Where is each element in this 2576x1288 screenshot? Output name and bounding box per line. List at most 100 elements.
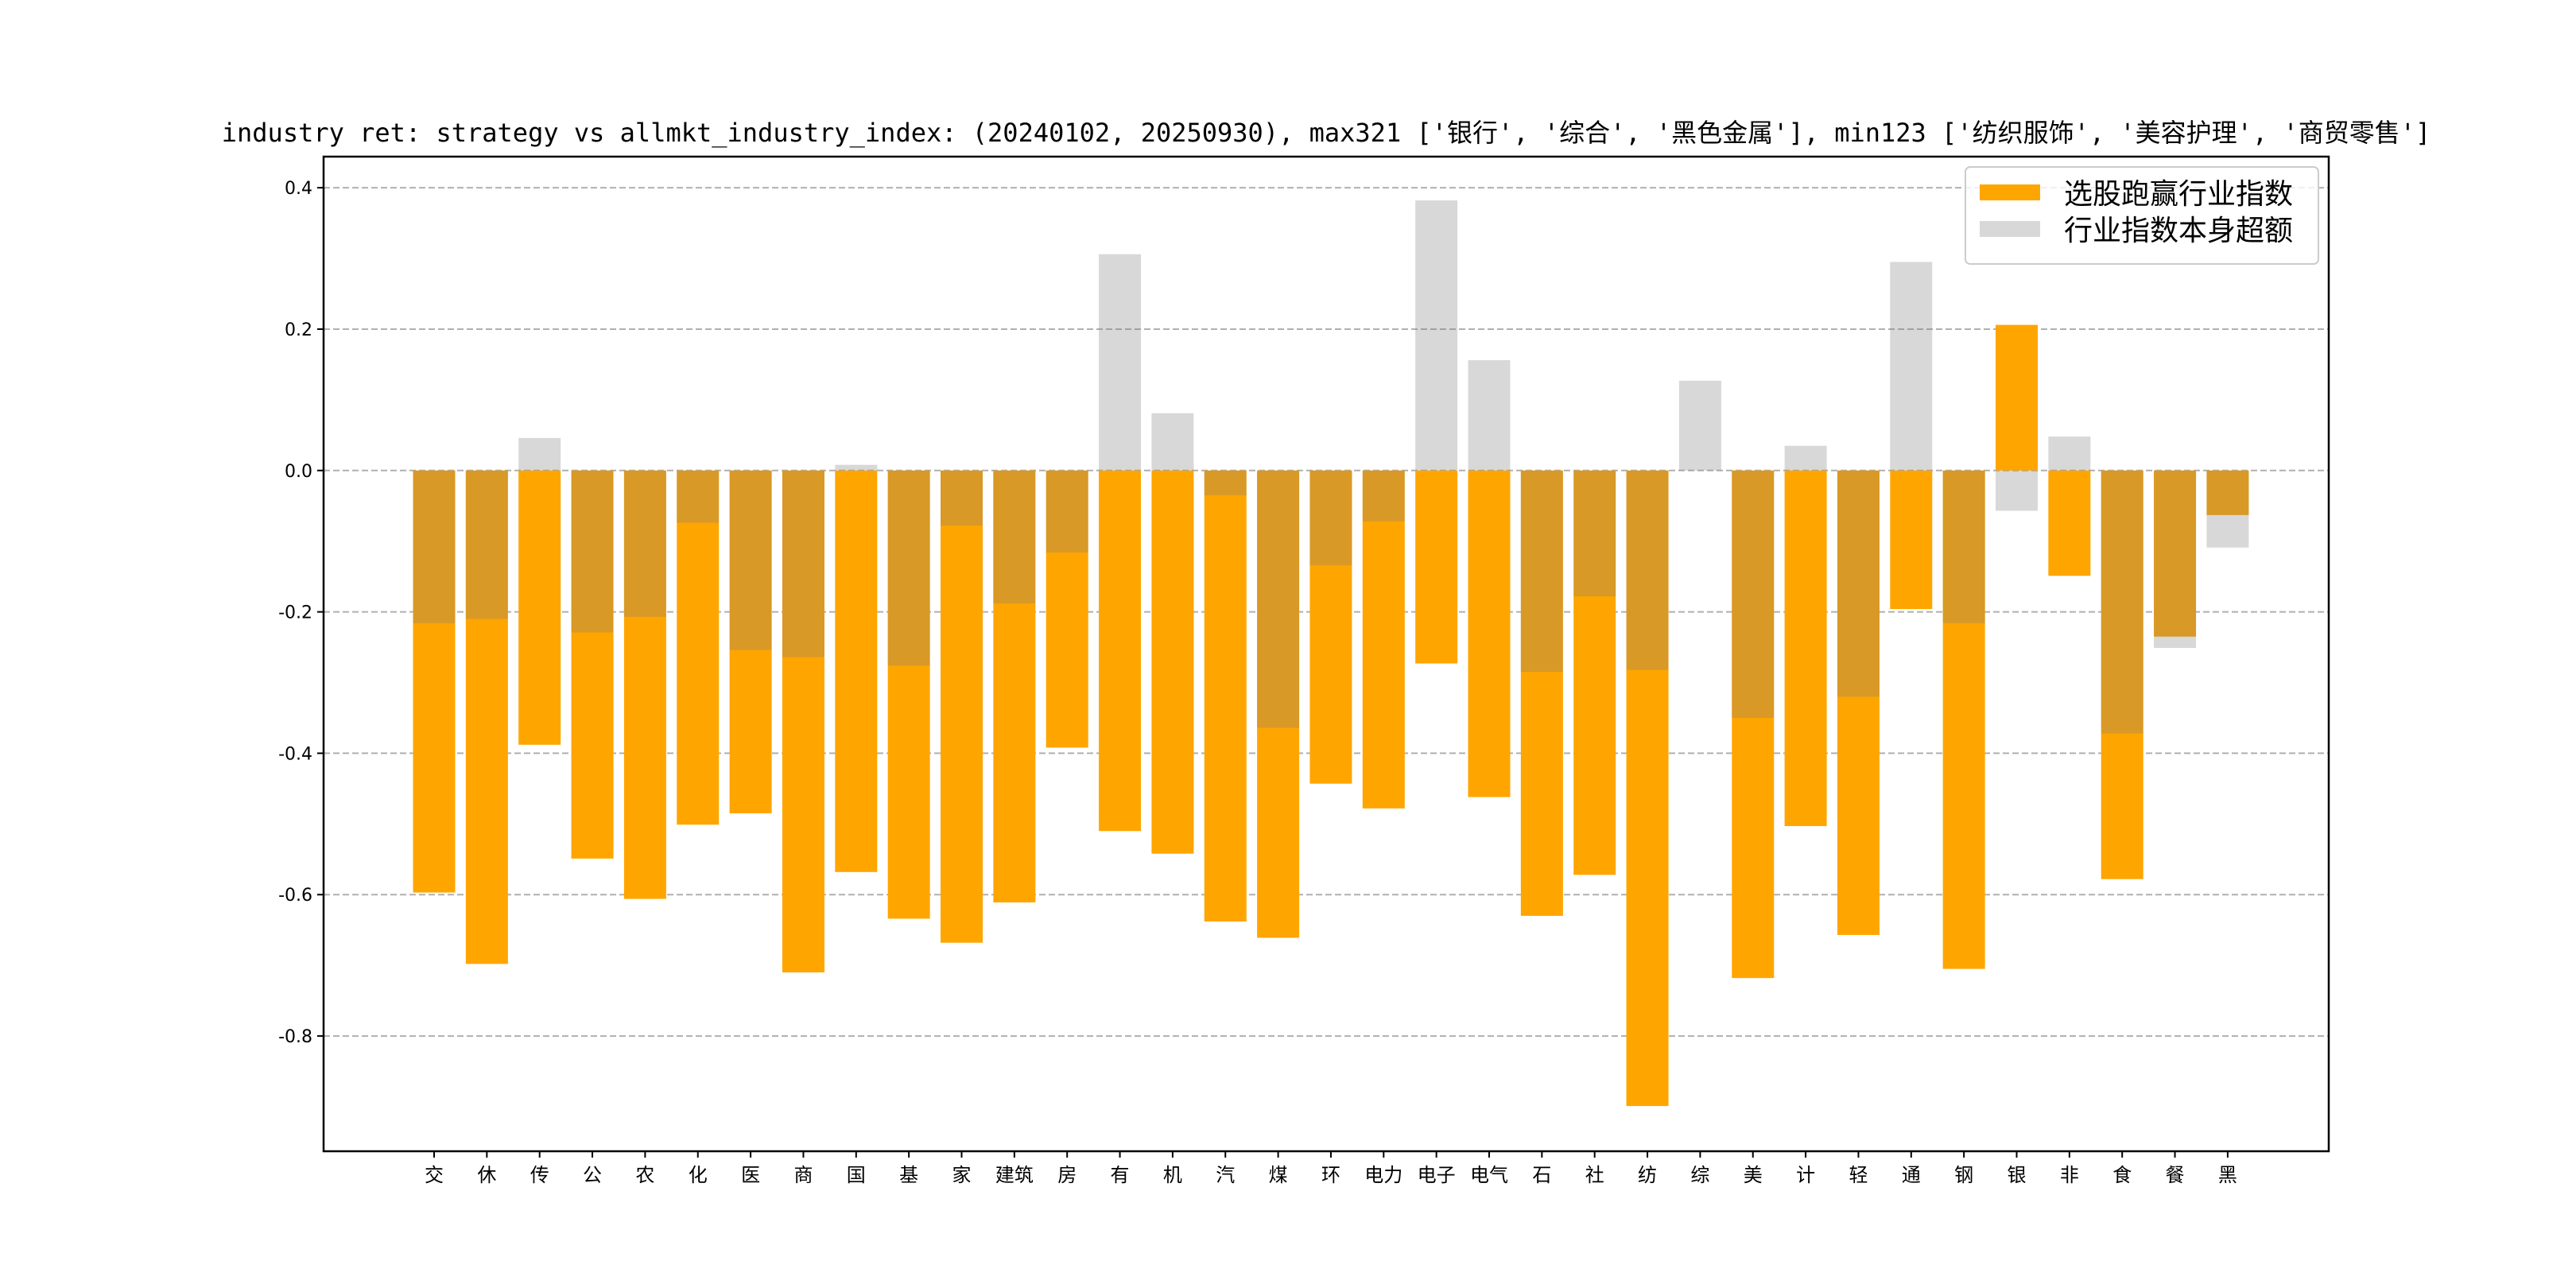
bar-industry-excess-21 — [1520, 470, 1563, 673]
legend: 选股跑赢行业指数 行业指数本身超额 — [1965, 166, 2319, 265]
chart-title: industry ret: strategy vs allmkt_industr… — [222, 118, 2431, 148]
legend-swatch-stock-selection — [1980, 184, 2040, 200]
bar-stock-selection-1 — [465, 470, 508, 964]
bar-stock-selection-10 — [941, 470, 983, 943]
bar-industry-excess-28 — [1890, 262, 1933, 471]
bar-stock-selection-33 — [2154, 470, 2197, 637]
bar-stock-selection-23 — [1626, 470, 1669, 1107]
bar-industry-excess-1 — [465, 470, 508, 619]
x-tick-label: 汽 — [1216, 1164, 1235, 1186]
x-tick-label: 有 — [1111, 1164, 1130, 1186]
bar-industry-excess-12 — [1046, 470, 1088, 553]
bar-industry-excess-9 — [887, 470, 930, 666]
bar-industry-excess-33 — [2154, 470, 2197, 648]
x-tick-label: 交 — [425, 1164, 444, 1186]
legend-label-stock-selection: 选股跑赢行业指数 — [2064, 178, 2293, 211]
bar-industry-excess-3 — [571, 470, 614, 633]
bar-stock-selection-29 — [1942, 470, 1985, 969]
bar-stock-selection-31 — [2048, 470, 2091, 576]
x-tick-label: 电子 — [1418, 1164, 1456, 1186]
bar-stock-selection-3 — [571, 470, 614, 859]
x-tick-label: 房 — [1057, 1164, 1077, 1186]
bar-stock-selection-12 — [1046, 470, 1088, 748]
bar-industry-excess-14 — [1151, 413, 1194, 471]
x-tick-label: 钢 — [1954, 1164, 1973, 1186]
x-tick-label: 黑 — [2218, 1164, 2237, 1186]
bar-stock-selection-13 — [1099, 470, 1142, 832]
x-tick-label: 食 — [2112, 1164, 2132, 1186]
x-tick-label: 电气 — [1470, 1164, 1508, 1186]
x-tick-label: 机 — [1163, 1164, 1182, 1186]
bar-industry-excess-26 — [1784, 445, 1827, 471]
legend-swatch-industry-excess — [1980, 221, 2040, 237]
bar-industry-excess-19 — [1415, 200, 1458, 471]
bar-stock-selection-2 — [518, 470, 561, 745]
x-tick-label: 煤 — [1269, 1164, 1288, 1186]
x-tick-label: 农 — [635, 1164, 654, 1186]
bar-stock-selection-4 — [623, 470, 666, 899]
x-tick-label: 轻 — [1849, 1164, 1868, 1186]
x-tick-label: 建筑 — [995, 1164, 1034, 1186]
bar-industry-excess-34 — [2206, 470, 2249, 548]
x-tick-label: 纺 — [1638, 1164, 1657, 1186]
y-tick-label: 0.2 — [285, 320, 312, 340]
x-tick-label: 医 — [741, 1164, 760, 1186]
bar-industry-excess-0 — [413, 470, 456, 623]
x-tick-label: 银 — [2008, 1164, 2027, 1186]
x-tick-label: 商 — [793, 1164, 813, 1186]
bar-stock-selection-15 — [1204, 470, 1247, 922]
bar-stock-selection-18 — [1362, 470, 1405, 809]
x-tick-label: 化 — [689, 1164, 708, 1186]
bar-stock-selection-16 — [1257, 470, 1300, 938]
y-tick-label: 0.0 — [285, 462, 312, 482]
y-tick-label: -0.6 — [278, 886, 312, 906]
bar-stock-selection-5 — [677, 470, 720, 825]
y-tick-label: 0.4 — [285, 179, 312, 199]
bar-industry-excess-13 — [1099, 254, 1142, 471]
bar-industry-excess-4 — [623, 470, 666, 617]
x-tick-label: 公 — [583, 1164, 602, 1186]
bar-stock-selection-19 — [1415, 470, 1458, 664]
x-tick-label: 休 — [477, 1164, 496, 1186]
bar-stock-selection-26 — [1784, 470, 1827, 827]
bar-industry-excess-30 — [1996, 470, 2038, 511]
x-tick-label: 社 — [1585, 1164, 1604, 1186]
bar-industry-excess-7 — [782, 470, 824, 658]
bar-industry-excess-29 — [1942, 470, 1985, 623]
x-axis: 交 休 传 公 农 化 医 商 国 基 家 建筑 房 有 机 汽 煤 环 电力 电子 电气 石 社 纺 综 美 计 轻 通 钢 银 非 食 餐 黑 — [425, 1151, 2237, 1186]
bar-stock-selection-14 — [1151, 470, 1194, 854]
bar-stock-selection-6 — [729, 470, 772, 813]
y-tick-label: -0.2 — [278, 603, 312, 623]
x-tick-label: 电力 — [1364, 1164, 1402, 1186]
x-tick-label: 计 — [1796, 1164, 1815, 1186]
bar-industry-excess-15 — [1204, 470, 1247, 495]
bar-industry-excess-24 — [1678, 380, 1721, 471]
x-tick-label: 餐 — [2166, 1164, 2185, 1186]
bar-industry-excess-2 — [518, 437, 561, 471]
x-tick-label: 非 — [2060, 1164, 2079, 1186]
legend-label-industry-excess: 行业指数本身超额 — [2064, 215, 2293, 247]
x-tick-label: 国 — [847, 1164, 866, 1186]
bar-industry-excess-17 — [1309, 470, 1352, 565]
bar-stock-selection-30 — [1996, 324, 2038, 471]
plot-frame — [322, 155, 2330, 1153]
bar-stock-selection-17 — [1309, 470, 1352, 784]
bar-stock-selection-0 — [413, 470, 456, 893]
bar-stock-selection-34 — [2206, 470, 2249, 515]
bar-industry-excess-5 — [677, 470, 720, 523]
bar-stock-selection-28 — [1890, 470, 1933, 610]
bar-stock-selection-11 — [993, 470, 1036, 903]
bar-stock-selection-20 — [1468, 470, 1511, 797]
bar-industry-excess-22 — [1573, 470, 1616, 597]
x-tick-label: 通 — [1902, 1164, 1921, 1186]
bar-industry-excess-10 — [941, 470, 983, 526]
series-stock-selection-bars — [413, 324, 2249, 1107]
bar-stock-selection-8 — [835, 470, 878, 872]
bar-stock-selection-27 — [1837, 470, 1880, 935]
y-axis: 0.4 0.2 0.0 -0.2 -0.4 -0.6 -0.8 — [278, 179, 324, 1047]
bar-industry-excess-18 — [1362, 470, 1405, 522]
bar-stock-selection-21 — [1520, 470, 1563, 916]
bar-industry-excess-31 — [2048, 436, 2091, 471]
bar-industry-excess-16 — [1257, 470, 1300, 728]
